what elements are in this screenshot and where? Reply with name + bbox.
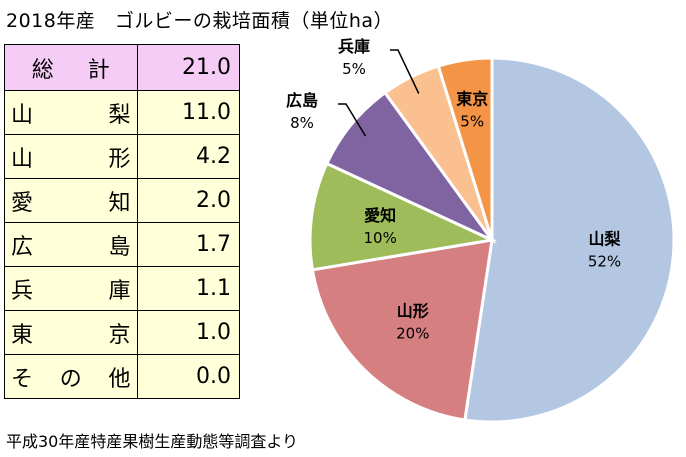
row-label-char: 形 [108, 146, 131, 172]
row-label-char: 山 [11, 146, 34, 172]
pie-slice [324, 90, 497, 244]
row-label-cell: 山梨 [4, 90, 138, 135]
slice-percent-label: 52% [588, 252, 621, 270]
row-label-char: 京 [108, 322, 131, 348]
row-label-char: 梨 [108, 102, 131, 128]
row-value: 1.1 [136, 266, 241, 311]
row-label-char: 兵 [11, 278, 34, 304]
row-label-char: 愛 [11, 190, 34, 216]
area-table: 総計 21.0 山梨 11.0 山形 4.2 愛知 2.0 広島 1.7 兵庫 1.1 東京 1.0 その他… [4, 44, 241, 399]
row-label-cell: その他 [4, 354, 138, 399]
table-row: 山形 4.2 [4, 134, 241, 179]
slice-name-label: 広島 [286, 91, 318, 110]
leader-line [338, 103, 367, 137]
pie-slice [436, 56, 494, 241]
slice-percent-label: 20% [396, 324, 429, 342]
row-value: 21.0 [136, 44, 241, 91]
slice-name-label: 兵庫 [338, 37, 370, 56]
row-label-char: の [59, 366, 82, 392]
slice-percent-label: 5% [460, 113, 484, 131]
row-label-char: 山 [11, 102, 34, 128]
slice-percent-label: 5% [342, 60, 366, 78]
row-value: 2.0 [136, 178, 241, 223]
row-value: 4.2 [136, 134, 241, 179]
leader-line [390, 49, 420, 94]
row-value: 1.7 [136, 222, 241, 267]
slice-percent-label: 8% [290, 114, 314, 132]
row-value: 0.0 [136, 354, 241, 399]
row-label-cell: 山形 [4, 134, 138, 179]
row-label-char: 東 [11, 322, 34, 348]
row-label-cell: 兵庫 [4, 266, 138, 311]
chart-title: 2018年産 ゴルビーの栽培面積（単位ha） [6, 10, 394, 32]
row-label-char: 他 [108, 366, 131, 392]
slice-name-label: 山形 [397, 301, 429, 320]
row-label-char: 広 [11, 234, 34, 260]
table-row: 兵庫 1.1 [4, 266, 241, 311]
table-row: その他 0.0 [4, 354, 241, 399]
row-label-cell: 広島 [4, 222, 138, 267]
row-label-char: そ [11, 366, 34, 392]
pie-slice [308, 161, 498, 272]
source-note: 平成30年産特産果樹生産動態等調査より [6, 432, 299, 451]
row-label-char: 総 [31, 57, 54, 83]
slice-name-label: 愛知 [364, 206, 396, 225]
slice-name-label: 東京 [456, 90, 488, 109]
pie-slice [463, 56, 676, 424]
row-label-char: 知 [108, 190, 131, 216]
slice-percent-label: 10% [364, 229, 397, 247]
row-label-char: 島 [108, 234, 131, 260]
total-row: 総 計 21.0 [4, 44, 241, 91]
table-row: 広島 1.7 [4, 222, 241, 267]
row-label-cell: 愛知 [4, 178, 138, 223]
table-row: 愛知 2.0 [4, 178, 241, 223]
pie-slice [310, 238, 494, 422]
row-label-char: 庫 [108, 278, 131, 304]
table-row: 山梨 11.0 [4, 90, 241, 135]
row-label-char: 計 [87, 57, 110, 83]
slice-name-label: 山梨 [589, 229, 622, 248]
row-value: 11.0 [136, 90, 241, 135]
